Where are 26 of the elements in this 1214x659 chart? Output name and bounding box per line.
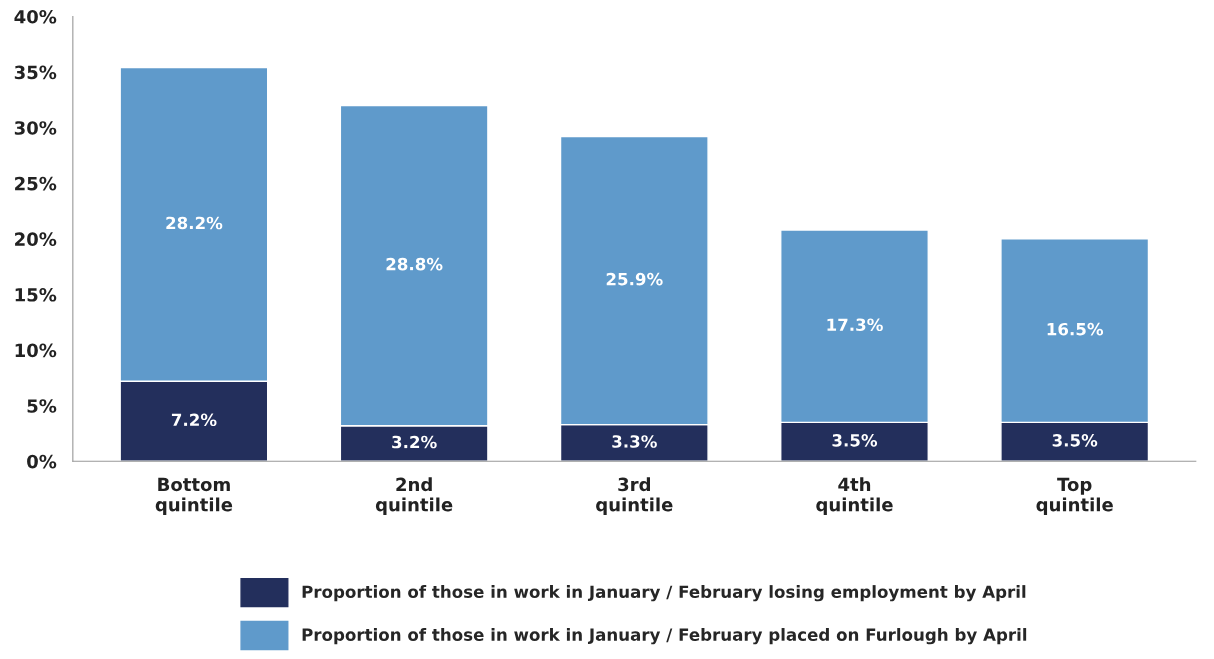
- legend-label: Proportion of those in work in January / February losing employment by April: [302, 585, 1026, 602]
- y-tick-label: 20%: [15, 232, 57, 246]
- data-label: 17.3%: [827, 318, 883, 332]
- data-label: 3.5%: [1052, 434, 1098, 447]
- data-label: 28.8%: [386, 257, 443, 271]
- y-tick-label: 30%: [14, 121, 57, 135]
- data-label: 3.2%: [392, 435, 437, 449]
- data-label: 7.2%: [171, 413, 217, 427]
- x-tick-label: 3rd quintile: [596, 477, 673, 515]
- y-tick-label: 40%: [14, 9, 57, 24]
- y-tick-label: 5%: [27, 399, 57, 413]
- x-tick-label: Top quintile: [1036, 477, 1113, 515]
- y-tick-label: 0%: [27, 454, 57, 469]
- y-tick-label: 35%: [14, 65, 57, 80]
- data-label: 3.5%: [832, 434, 878, 447]
- data-label: 16.5%: [1047, 322, 1104, 336]
- y-tick-label: 10%: [15, 343, 57, 358]
- legend-label: Proportion of those in work in January / February placed on Furlough by April: [302, 628, 1027, 645]
- x-tick-label: Bottom quintile: [155, 477, 233, 515]
- y-tick-label: 25%: [15, 176, 57, 191]
- data-label: 3.3%: [612, 435, 657, 448]
- y-tick-label: 15%: [15, 287, 57, 302]
- x-tick-label: 4th quintile: [816, 477, 893, 515]
- data-label: 28.2%: [166, 216, 223, 230]
- x-tick-label: 2nd quintile: [375, 477, 453, 515]
- data-label: 25.9%: [606, 272, 663, 286]
